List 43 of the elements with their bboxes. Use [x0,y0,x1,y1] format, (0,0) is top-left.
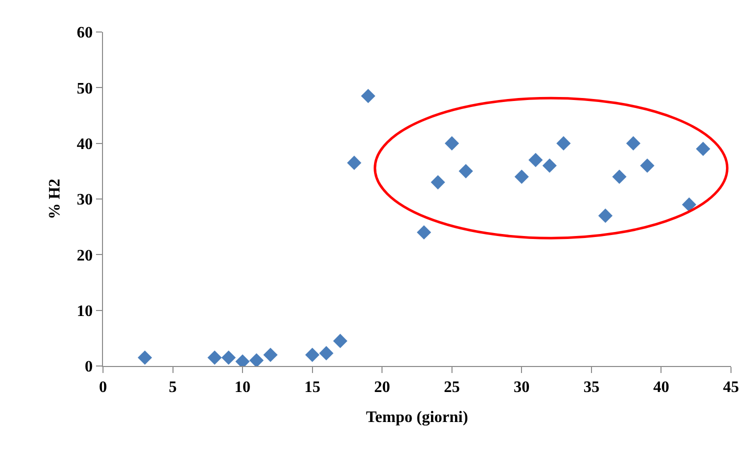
point [263,348,278,362]
point [556,136,571,150]
x-tick-label: 40 [653,379,670,396]
y-tick-label: 50 [76,80,93,98]
point [430,175,446,190]
point [249,353,264,366]
point [612,170,627,184]
x-tick-label: 35 [583,379,600,396]
point [138,350,152,365]
x-tick-label: 45 [723,379,739,396]
point [333,334,348,348]
point [640,158,654,173]
y-tick-label: 0 [84,358,93,376]
point [598,208,613,223]
x-tick-label: 10 [234,379,251,396]
x-tick-label: 25 [444,379,460,396]
point [458,164,473,178]
point [542,158,557,173]
point [682,197,696,212]
point [514,170,529,184]
y-tick-label: 20 [76,247,93,264]
point [207,350,222,365]
x-tick-label: 5 [168,379,177,396]
point [528,152,543,168]
point [696,142,710,156]
point [347,156,362,170]
point [416,225,432,240]
x-tick-label: 0 [99,379,107,396]
y-tick-label: 40 [76,136,93,153]
x-tick-label: 20 [374,379,390,396]
y-tick-label: 30 [76,192,93,209]
point [444,136,460,150]
y-axis-title: % H2 [46,178,64,220]
x-tick-label: 30 [514,379,530,396]
y-tick-label: 10 [76,302,93,320]
x-axis-title: Tempo (giorni) [366,408,468,426]
point [361,88,376,104]
point [319,346,334,360]
point [305,348,320,362]
point [221,350,236,365]
point [626,136,640,150]
x-tick-label: 15 [304,379,320,396]
y-tick-label: 60 [76,24,93,42]
